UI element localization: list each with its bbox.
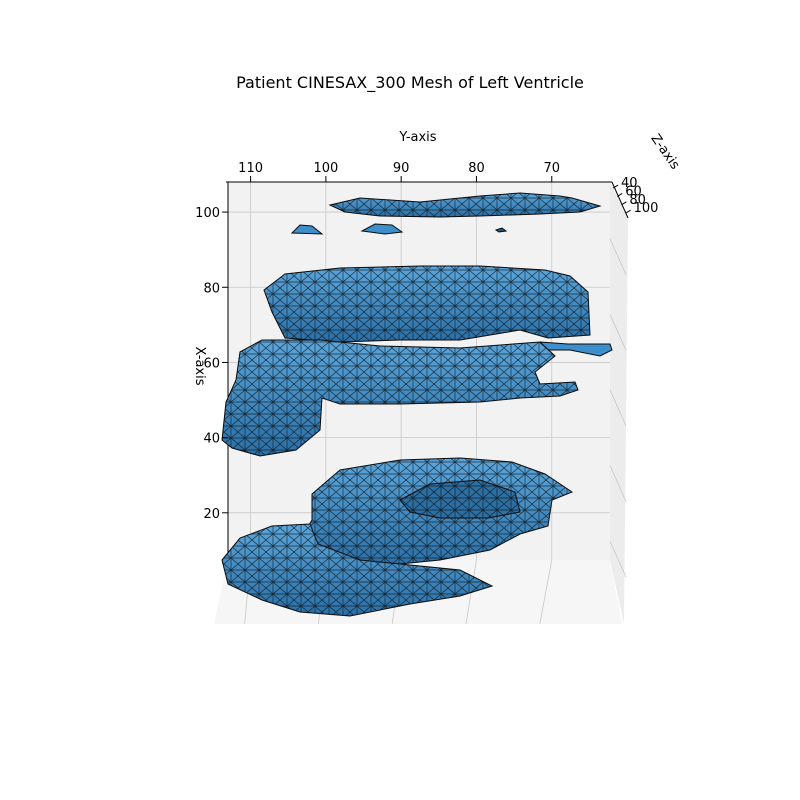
y-tick-label: 60 [203, 356, 220, 371]
axis-spine-right [611, 181, 629, 219]
mesh-fragment-upper-ring [263, 265, 613, 357]
x-tick-label: 90 [393, 161, 410, 176]
floor-grid-line [539, 559, 553, 625]
y-tick-label: 20 [203, 507, 220, 522]
z-grid-line [609, 540, 627, 578]
z-tick-label: 40 [621, 176, 638, 191]
side-pane [610, 182, 628, 624]
z-axis-label: Z-axis [647, 132, 682, 173]
z-tick-mark [612, 184, 619, 189]
z-grid-line [609, 314, 627, 351]
x-axis-label: Y-axis [398, 130, 436, 145]
z-tick-label: 100 [634, 201, 659, 216]
y-tick-label: 100 [195, 206, 220, 221]
x-tick-label: 80 [468, 161, 485, 176]
mesh-fragment-top [290, 192, 602, 235]
z-tick-mark [625, 209, 631, 214]
y-tick-label: 80 [203, 281, 220, 296]
z-tick-mark [616, 193, 623, 197]
z-grid-line [609, 238, 627, 275]
mesh-fragment-lower-chamber [299, 457, 574, 569]
z-tick-label: 80 [629, 193, 646, 208]
mesh-fragment-base [221, 523, 494, 617]
chart-title: Patient CINESAX_300 Mesh of Left Ventric… [236, 73, 584, 93]
z-tick-label: 60 [625, 184, 642, 199]
x-tick-label: 70 [543, 161, 560, 176]
y-tick-label: 40 [203, 432, 220, 447]
x-tick-label: 110 [238, 161, 263, 176]
x-tick-label: 100 [313, 161, 338, 176]
z-tick-mark [621, 201, 627, 206]
y-axis-label: X-axis [192, 347, 207, 386]
mesh-fragment-middle-band [221, 339, 579, 457]
z-grid-line [609, 389, 627, 427]
z-grid-line [609, 465, 627, 502]
mesh-surface [221, 192, 613, 617]
